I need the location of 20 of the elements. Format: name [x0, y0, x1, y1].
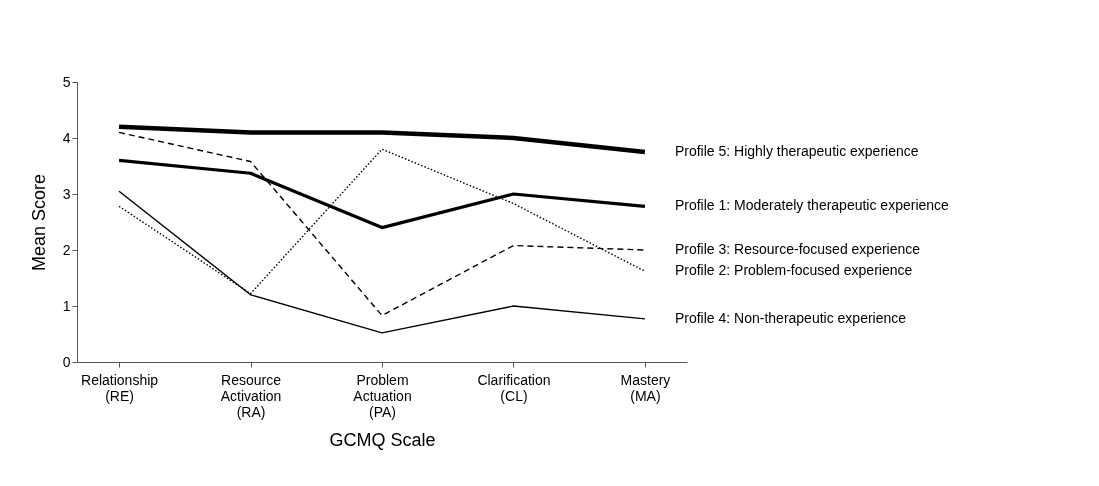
y-tick-label: 2: [62, 241, 71, 258]
text: Profile 3: Resource-focused experience: [674, 241, 921, 257]
y-axis-title: Mean Score: [28, 173, 49, 272]
y-tick-label: 4: [62, 129, 71, 146]
text: Profile 1: Moderately therapeutic experience: [674, 197, 950, 214]
line-series: [118, 131, 646, 317]
x-axis-title: GCMQ Scale: [329, 429, 436, 450]
text: Profile 2: Problem-focused experience: [674, 262, 913, 279]
x-tick-label: Mastery (MA): [620, 371, 671, 404]
y-tick-label: 5: [62, 73, 71, 90]
y-tick-label: 3: [62, 185, 71, 202]
y-tick-label: 0: [62, 353, 71, 370]
x-tick-label: Resource Activation (RA): [220, 371, 282, 420]
text: Profile 4: Non-therapeutic experience: [674, 309, 907, 326]
x-tick-label: Relationship (RE): [81, 371, 159, 404]
x-tick-label: Clarification (CL): [477, 371, 551, 404]
line-series: [116, 124, 648, 155]
y-tick-label: 1: [62, 297, 71, 314]
x-tick-label: Problem Actuation (PA): [353, 371, 412, 420]
text: Profile 5: Highly therapeutic experience: [674, 143, 919, 159]
